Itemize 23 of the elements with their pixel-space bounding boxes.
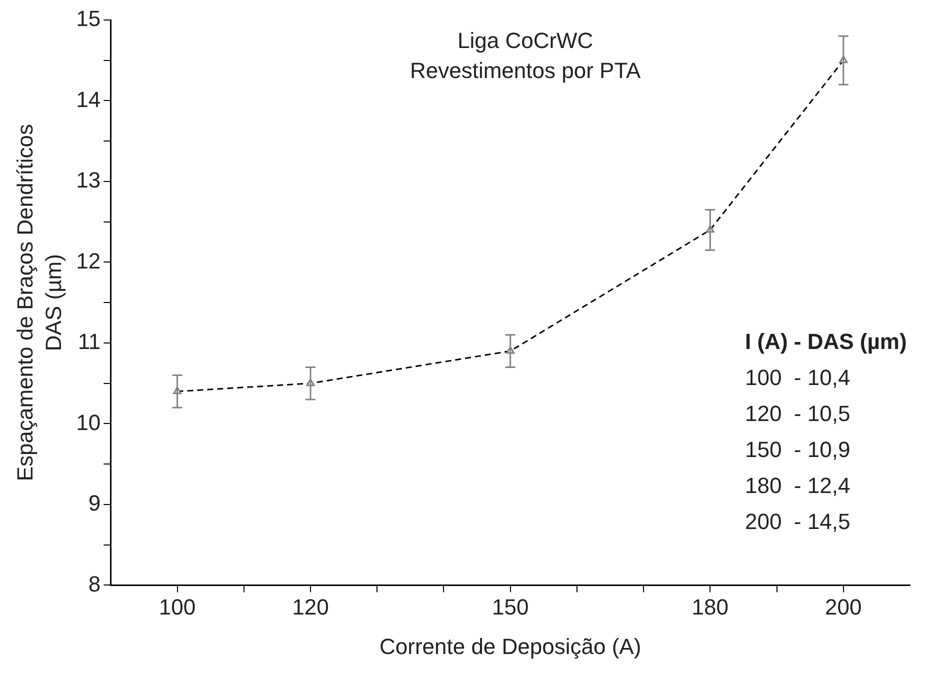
x-tick-label: 100 xyxy=(158,594,196,620)
annotation: 150 - 10,9 xyxy=(745,437,850,462)
y-tick-label: 15 xyxy=(76,6,101,32)
y-axis-title: Espaçamento de Braços Dendríticos DAS (µm) xyxy=(12,124,66,482)
annotation: I (A) - DAS (µm) xyxy=(745,329,907,354)
y-tick-label: 8 xyxy=(88,571,101,596)
y-tick-label: 10 xyxy=(76,410,101,435)
y-tick-label: 11 xyxy=(78,329,101,354)
y-tick-label: 12 xyxy=(76,248,101,274)
x-tick-label: 200 xyxy=(825,594,862,620)
chart-title: Liga CoCrWC xyxy=(457,28,594,54)
annotation: 100 - 10,4 xyxy=(745,365,850,390)
x-tick-label: 180 xyxy=(692,594,729,620)
y-tick-label: 13 xyxy=(76,168,101,193)
annotation: 180 - 12,4 xyxy=(745,473,850,498)
y-tick-label: 14 xyxy=(76,86,101,112)
x-tick-label: 120 xyxy=(292,594,329,620)
x-tick-label: 150 xyxy=(492,594,529,620)
y-tick-label: 9 xyxy=(88,490,101,516)
annotation: 200 - 14,5 xyxy=(745,509,850,534)
annotation: 120 - 10,5 xyxy=(745,401,850,426)
text: Revestimentos por PTA xyxy=(410,58,641,84)
x-axis-title: Corrente de Deposição (A) xyxy=(379,634,642,659)
